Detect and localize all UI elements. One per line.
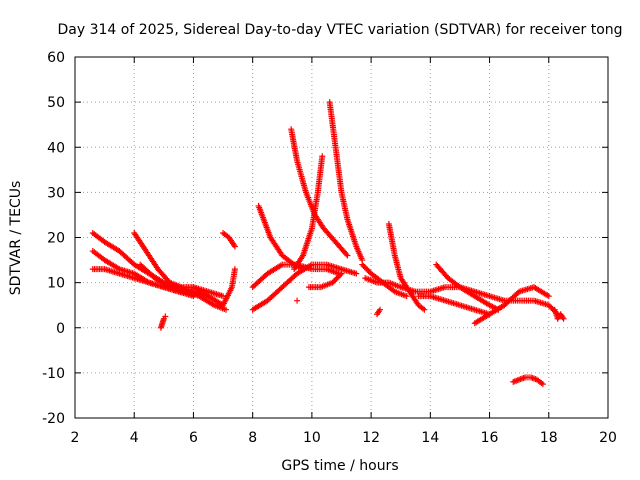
y-tick-label: -20 [42, 411, 65, 427]
x-tick-label: 8 [248, 430, 257, 446]
y-tick-label: 10 [47, 276, 65, 292]
y-tick-label: 0 [56, 321, 65, 337]
data-point [403, 293, 410, 300]
data-point [162, 313, 169, 320]
series-25 [294, 297, 301, 304]
series-8 [220, 229, 238, 250]
axis-ticks [74, 56, 609, 419]
y-tick-label: 50 [47, 95, 65, 111]
series-19 [433, 261, 502, 313]
data-point [344, 252, 351, 259]
data-point [319, 153, 326, 160]
y-tick-label: -10 [42, 366, 65, 382]
x-axis-label: GPS time / hours [281, 458, 398, 474]
data-point [338, 270, 345, 277]
series-15 [305, 270, 345, 291]
data-point [421, 306, 428, 313]
data-point [560, 315, 567, 322]
chart-title: Day 314 of 2025, Sidereal Day-to-day VTE… [57, 22, 622, 38]
data-point [545, 293, 552, 300]
y-tick-label: 60 [47, 50, 65, 66]
data-point [231, 243, 238, 250]
grid-lines [75, 57, 608, 418]
series-21 [471, 284, 552, 327]
data-point [223, 306, 230, 313]
plot-frame [74, 56, 609, 419]
series-24 [374, 306, 383, 318]
y-tick-label: 30 [47, 185, 65, 201]
series-4 [131, 229, 227, 300]
data-point [337, 271, 344, 278]
series-6 [157, 313, 169, 331]
series-13 [291, 153, 326, 273]
x-tick-label: 18 [540, 430, 558, 446]
x-tick-label: 14 [421, 430, 439, 446]
x-tick-label: 2 [71, 430, 80, 446]
series-20 [415, 293, 493, 318]
data-point [343, 251, 350, 258]
data-point [294, 297, 301, 304]
y-tick-labels: -20 -10 0 10 20 30 40 50 60 [42, 50, 65, 427]
data-point [231, 266, 238, 273]
y-axis-label: SDTVAR / TECUs [8, 181, 24, 296]
x-tick-label: 16 [481, 430, 499, 446]
series-14 [326, 99, 366, 264]
data-point [539, 381, 546, 388]
x-tick-label: 12 [362, 430, 380, 446]
data-point [376, 306, 383, 313]
x-tick-labels: 2 4 6 8 10 12 14 16 18 20 [71, 430, 617, 446]
x-tick-label: 10 [303, 430, 321, 446]
data-point [353, 270, 360, 277]
series-23 [551, 306, 567, 322]
x-tick-label: 6 [189, 430, 198, 446]
x-tick-label: 20 [599, 430, 617, 446]
y-tick-label: 40 [47, 140, 65, 156]
x-tick-label: 4 [130, 430, 139, 446]
series-18 [362, 275, 561, 318]
data-point [220, 293, 227, 300]
series-22 [510, 374, 546, 388]
data-points [89, 99, 567, 388]
series-7 [190, 266, 238, 309]
data-point [300, 266, 307, 273]
y-tick-label: 20 [47, 231, 65, 247]
